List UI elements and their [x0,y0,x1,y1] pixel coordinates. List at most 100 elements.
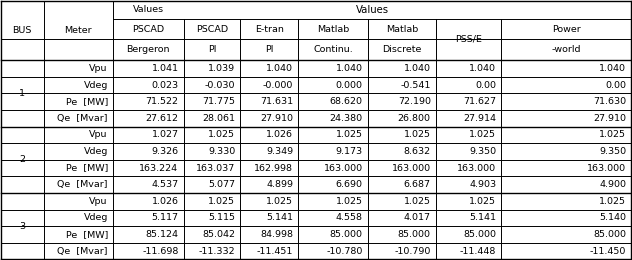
Text: Matlab: Matlab [317,25,349,34]
Text: 72.190: 72.190 [398,97,431,106]
Text: -11.450: -11.450 [590,246,626,256]
Text: 85.124: 85.124 [145,230,178,239]
Text: 1.025: 1.025 [599,197,626,206]
Text: 1.025: 1.025 [209,197,235,206]
Text: 27.910: 27.910 [593,114,626,123]
Text: 24.380: 24.380 [329,114,363,123]
Text: Bergeron: Bergeron [126,45,170,54]
Text: 9.330: 9.330 [208,147,235,156]
Text: Matlab: Matlab [386,25,418,34]
Text: Meter: Meter [64,26,92,35]
Text: 4.900: 4.900 [599,180,626,189]
Text: 1.025: 1.025 [209,130,235,139]
Text: 71.522: 71.522 [145,97,178,106]
Text: 85.000: 85.000 [593,230,626,239]
Text: 5.115: 5.115 [209,213,235,222]
Text: 3: 3 [19,222,25,231]
Text: 68.620: 68.620 [330,97,363,106]
Text: 1.025: 1.025 [266,197,293,206]
Text: -0.030: -0.030 [205,81,235,89]
Text: 71.775: 71.775 [202,97,235,106]
Text: 0.000: 0.000 [336,81,363,89]
Text: Vdeg: Vdeg [83,213,108,222]
Text: 0.023: 0.023 [152,81,178,89]
Text: 5.077: 5.077 [209,180,235,189]
Text: 1: 1 [19,89,25,98]
Text: 5.117: 5.117 [152,213,178,222]
Text: 4.558: 4.558 [336,213,363,222]
Text: 1.041: 1.041 [152,64,178,73]
Text: Qe  [Mvar]: Qe [Mvar] [58,246,108,256]
Text: Power: Power [552,25,581,34]
Text: PI: PI [208,45,216,54]
Text: PSS/E: PSS/E [455,35,482,44]
Text: PI: PI [265,45,274,54]
Text: -0.541: -0.541 [401,81,431,89]
Text: Vdeg: Vdeg [83,81,108,89]
Text: Continu.: Continu. [313,45,353,54]
Text: Values: Values [133,5,164,14]
Text: 163.000: 163.000 [457,164,496,173]
Text: Qe  [Mvar]: Qe [Mvar] [58,114,108,123]
Text: 163.224: 163.224 [140,164,178,173]
Text: 9.350: 9.350 [599,147,626,156]
Text: 1.025: 1.025 [336,130,363,139]
Text: 0.00: 0.00 [475,81,496,89]
Text: Values: Values [356,5,389,15]
Text: 27.914: 27.914 [463,114,496,123]
Text: 163.037: 163.037 [196,164,235,173]
Text: 0.00: 0.00 [605,81,626,89]
Text: 1.040: 1.040 [266,64,293,73]
Text: -11.451: -11.451 [257,246,293,256]
Text: 28.061: 28.061 [202,114,235,123]
Text: 1.025: 1.025 [336,197,363,206]
Text: -11.698: -11.698 [142,246,178,256]
Text: 1.025: 1.025 [404,197,431,206]
Text: 1.040: 1.040 [470,64,496,73]
Text: -10.790: -10.790 [394,246,431,256]
Text: 1.025: 1.025 [599,130,626,139]
Text: 6.690: 6.690 [336,180,363,189]
Text: 27.612: 27.612 [145,114,178,123]
Text: 1.025: 1.025 [470,197,496,206]
Text: 163.000: 163.000 [392,164,431,173]
Text: 1.026: 1.026 [152,197,178,206]
Text: -0.000: -0.000 [263,81,293,89]
Text: Vpu: Vpu [89,64,108,73]
Text: 4.899: 4.899 [266,180,293,189]
Text: 9.349: 9.349 [266,147,293,156]
Text: 1.040: 1.040 [336,64,363,73]
Text: 26.800: 26.800 [398,114,431,123]
Text: -world: -world [552,45,581,54]
Text: Pe  [MW]: Pe [MW] [66,230,108,239]
Text: E-tran: E-tran [255,25,284,34]
Text: 85.042: 85.042 [202,230,235,239]
Text: 85.000: 85.000 [330,230,363,239]
Text: Qe  [Mvar]: Qe [Mvar] [58,180,108,189]
Text: 9.326: 9.326 [152,147,178,156]
Text: BUS: BUS [13,26,32,35]
Text: -11.332: -11.332 [198,246,235,256]
Text: 4.903: 4.903 [469,180,496,189]
Text: 71.630: 71.630 [593,97,626,106]
Text: 84.998: 84.998 [260,230,293,239]
Text: 1.039: 1.039 [208,64,235,73]
Text: Pe  [MW]: Pe [MW] [66,164,108,173]
Text: 9.350: 9.350 [469,147,496,156]
Text: 1.040: 1.040 [599,64,626,73]
Text: Pe  [MW]: Pe [MW] [66,97,108,106]
Text: 1.040: 1.040 [404,64,431,73]
Text: 85.000: 85.000 [463,230,496,239]
Text: -10.780: -10.780 [326,246,363,256]
Text: 71.627: 71.627 [463,97,496,106]
Text: 162.998: 162.998 [254,164,293,173]
Text: Vpu: Vpu [89,130,108,139]
Text: 5.141: 5.141 [266,213,293,222]
Text: 5.141: 5.141 [470,213,496,222]
Text: PSCAD: PSCAD [132,25,164,34]
Text: 1.026: 1.026 [266,130,293,139]
Text: 4.537: 4.537 [152,180,178,189]
Text: 163.000: 163.000 [324,164,363,173]
Text: 71.631: 71.631 [260,97,293,106]
Text: 1.025: 1.025 [404,130,431,139]
